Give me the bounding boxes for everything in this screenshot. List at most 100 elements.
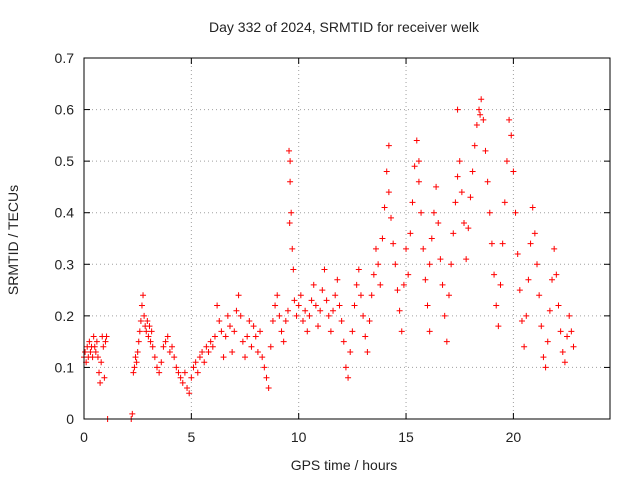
data-point	[306, 312, 313, 319]
data-point	[96, 369, 103, 376]
data-point	[385, 142, 392, 149]
data-point	[274, 292, 281, 299]
data-point	[415, 178, 422, 185]
data-point	[493, 302, 500, 309]
data-point	[330, 307, 337, 314]
data-point	[276, 312, 283, 319]
data-point	[211, 333, 218, 340]
data-point	[546, 307, 553, 314]
data-point	[368, 292, 375, 299]
data-point	[261, 364, 268, 371]
data-point	[418, 209, 425, 216]
data-point	[254, 348, 261, 355]
data-point	[527, 240, 534, 247]
data-point	[136, 328, 143, 335]
data-point	[153, 364, 160, 371]
data-point	[497, 281, 504, 288]
data-point	[171, 354, 178, 361]
data-point	[321, 266, 328, 273]
data-point	[390, 240, 397, 247]
data-point	[540, 354, 547, 361]
data-point	[484, 178, 491, 185]
data-point	[553, 271, 560, 278]
data-point	[92, 348, 99, 355]
data-point	[267, 343, 274, 350]
data-point	[302, 307, 309, 314]
data-point	[477, 111, 484, 118]
data-point	[137, 318, 144, 325]
data-point	[144, 318, 151, 325]
data-point	[131, 364, 138, 371]
data-point	[476, 106, 483, 113]
data-point	[542, 364, 549, 371]
data-point	[86, 338, 93, 345]
data-point	[129, 410, 136, 417]
data-point	[570, 343, 577, 350]
data-point	[252, 333, 259, 340]
data-point	[349, 328, 356, 335]
y-axis-title: SRMTID / TECUs	[5, 185, 21, 295]
data-point	[132, 354, 139, 361]
data-point	[448, 261, 455, 268]
data-point	[233, 307, 240, 314]
data-point	[400, 281, 407, 288]
data-point	[203, 343, 210, 350]
data-point	[521, 343, 528, 350]
data-point	[536, 292, 543, 299]
data-point	[235, 292, 242, 299]
data-points	[81, 96, 577, 422]
data-point	[315, 323, 322, 330]
data-point	[278, 328, 285, 335]
data-point	[287, 178, 294, 185]
data-point	[222, 333, 229, 340]
data-point	[94, 354, 101, 361]
data-point	[90, 333, 97, 340]
data-point	[229, 348, 236, 355]
data-point	[512, 209, 519, 216]
data-point	[409, 199, 416, 206]
data-point	[508, 132, 515, 139]
data-point	[259, 354, 266, 361]
data-point	[549, 276, 556, 283]
data-point	[503, 158, 510, 165]
data-point	[385, 189, 392, 196]
data-point	[531, 230, 538, 237]
data-point	[334, 276, 341, 283]
data-point	[407, 230, 414, 237]
data-point	[308, 297, 315, 304]
data-point	[557, 328, 564, 335]
data-point	[325, 312, 332, 319]
x-tick-label: 0	[80, 429, 88, 445]
data-point	[91, 343, 98, 350]
data-point	[237, 312, 244, 319]
data-point	[379, 235, 386, 242]
data-point	[345, 374, 352, 381]
data-point	[169, 343, 176, 350]
data-point	[377, 281, 384, 288]
x-tick-label: 10	[291, 429, 307, 445]
data-point	[286, 147, 293, 154]
data-point	[103, 333, 110, 340]
data-point	[141, 312, 148, 319]
data-point	[263, 374, 270, 381]
data-point	[441, 312, 448, 319]
data-point	[544, 338, 551, 345]
data-point	[299, 318, 306, 325]
data-point	[340, 338, 347, 345]
data-point	[458, 189, 465, 196]
data-point	[284, 307, 291, 314]
x-tick-label: 5	[187, 429, 195, 445]
data-point	[291, 297, 298, 304]
data-point	[179, 379, 186, 386]
data-point	[499, 240, 506, 247]
data-point	[100, 343, 107, 350]
data-point	[564, 333, 571, 340]
data-point	[134, 348, 141, 355]
data-point	[304, 328, 311, 335]
data-point	[317, 307, 324, 314]
data-point	[370, 271, 377, 278]
data-point	[288, 209, 295, 216]
data-point	[250, 323, 257, 330]
data-point	[205, 348, 212, 355]
